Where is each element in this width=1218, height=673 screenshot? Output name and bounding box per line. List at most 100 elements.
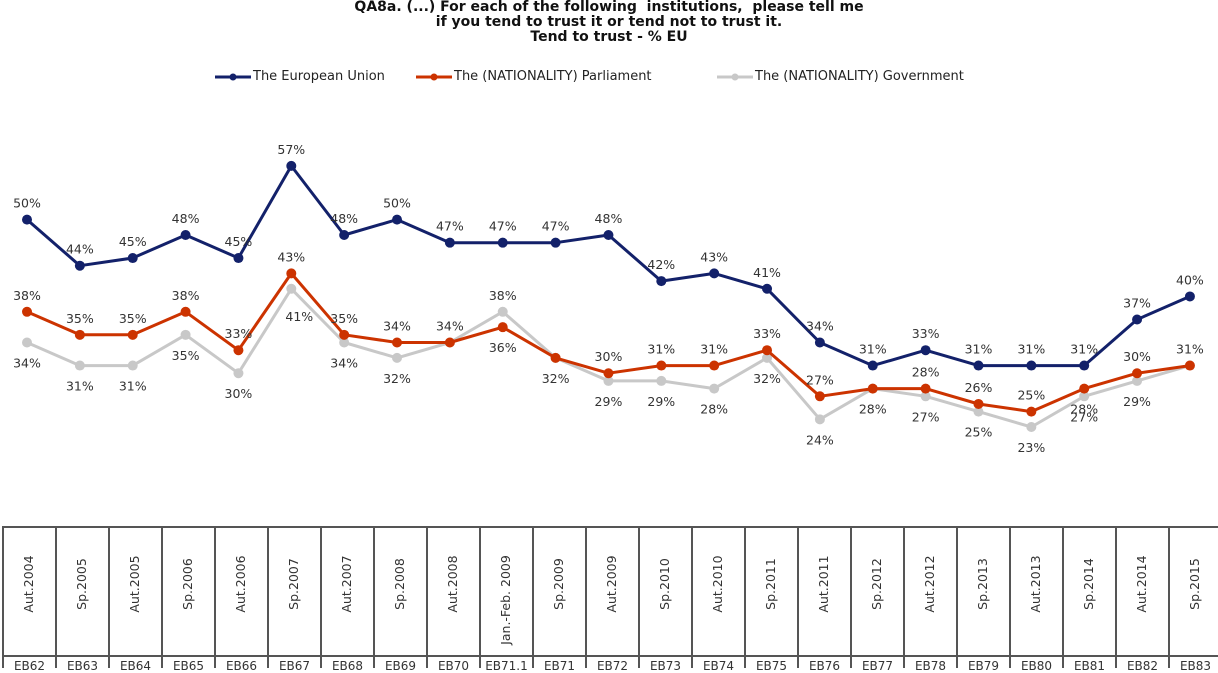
survey-code-label: EB69	[375, 655, 426, 673]
data-label-government: 23%	[1017, 440, 1045, 455]
data-label-government: 24%	[806, 432, 834, 447]
data-point-government	[1132, 375, 1143, 386]
period-label: Sp.2015	[1186, 558, 1202, 610]
period-column: Sp.2011 EB75	[746, 528, 799, 673]
data-point-government	[709, 383, 720, 394]
period-column: Sp.2013 EB79	[958, 528, 1011, 673]
period-label: Aut.2009	[603, 555, 619, 613]
data-label-government: 38%	[489, 288, 517, 303]
data-label-eu: 50%	[13, 196, 41, 211]
data-label-eu: 57%	[277, 142, 305, 157]
period-column: Sp.2010 EB73	[640, 528, 693, 673]
data-label-parliament: 36%	[489, 340, 517, 355]
period-column: Sp.2005 EB63	[57, 528, 110, 673]
data-label-government: 28%	[700, 402, 728, 417]
survey-code-label: EB67	[269, 655, 320, 673]
data-point-parliament	[233, 345, 244, 356]
data-point-eu	[180, 230, 191, 240]
data-label-government: 27%	[912, 409, 940, 424]
data-label-parliament: 30%	[595, 349, 623, 364]
survey-code-label: EB82	[1117, 655, 1168, 673]
period-label: Sp.2008	[391, 558, 407, 610]
data-point-government	[233, 368, 244, 379]
data-label-eu: 48%	[595, 211, 623, 226]
data-point-parliament	[920, 383, 931, 394]
data-point-parliament	[550, 352, 561, 363]
data-point-eu	[920, 345, 931, 356]
legend-item-parliament: The (NATIONALITY) Parliament	[416, 69, 652, 84]
data-point-government	[74, 360, 85, 371]
period-label: Sp.2005	[73, 558, 89, 610]
data-label-government: 25%	[965, 425, 993, 440]
survey-code-label: EB81	[1064, 655, 1115, 673]
period-label: Aut.2014	[1133, 555, 1149, 613]
data-label-government: 32%	[753, 371, 781, 386]
data-label-parliament: 35%	[330, 311, 358, 326]
period-label: Sp.2007	[285, 558, 301, 610]
period-label: Sp.2012	[868, 558, 884, 610]
data-label-government: 34%	[436, 319, 464, 334]
data-point-eu	[497, 237, 508, 248]
data-point-government	[180, 329, 191, 340]
data-label-parliament: 28%	[912, 365, 940, 380]
period-column: Sp.2015 EB83	[1170, 528, 1218, 673]
data-label-parliament: 26%	[965, 380, 993, 395]
data-point-eu	[444, 237, 455, 248]
period-column: Sp.2009 EB71	[534, 528, 587, 673]
period-column: Aut.2013 EB80	[1011, 528, 1064, 673]
survey-code-label: EB71.1	[481, 655, 532, 673]
data-label-eu: 40%	[1176, 272, 1204, 287]
data-point-parliament	[392, 337, 403, 348]
data-label-government: 32%	[383, 371, 411, 386]
survey-code-label: EB79	[958, 655, 1009, 673]
data-label-eu: 31%	[1017, 342, 1045, 357]
data-label-government: 27%	[1070, 409, 1098, 424]
period-column: Sp.2012 EB77	[852, 528, 905, 673]
series-government	[22, 283, 1195, 432]
data-label-government: 29%	[647, 394, 675, 409]
chart-title-line-2: if you tend to trust it or tend not to t…	[435, 14, 783, 30]
legend-item-government: The (NATIONALITY) Government	[717, 69, 964, 84]
data-point-government	[127, 360, 138, 371]
data-point-government	[497, 306, 508, 317]
data-point-government	[920, 391, 931, 402]
chart-legend: The European Union The (NATIONALITY) Par…	[0, 69, 1218, 87]
data-point-eu	[1026, 360, 1037, 371]
data-label-parliament: 33%	[225, 326, 253, 341]
data-point-parliament	[1184, 360, 1195, 371]
series-line-parliament	[26, 271, 1191, 414]
survey-code-label: EB78	[905, 655, 956, 673]
period-label: Sp.2011	[762, 558, 778, 610]
data-point-parliament	[74, 329, 85, 340]
period-label: Aut.2008	[444, 555, 460, 613]
period-label: Sp.2013	[974, 558, 990, 610]
data-point-government	[814, 414, 825, 425]
data-label-government: 30%	[225, 386, 253, 401]
data-label-eu: 45%	[119, 234, 147, 249]
data-label-eu: 31%	[965, 342, 993, 357]
line-chart-plot: 50% 44% 45% 48% 45% 57% 48% 50% 47% 47% 47% 48% 42% 4…	[13, 142, 1204, 455]
period-column: Aut.2012 EB78	[905, 528, 958, 673]
period-label: Aut.2007	[338, 555, 354, 613]
data-label-eu: 31%	[1070, 342, 1098, 357]
period-column: Aut.2008 EB70	[428, 528, 481, 673]
survey-code-label: EB71	[534, 655, 585, 673]
data-point-government	[762, 352, 773, 363]
data-point-eu	[603, 230, 614, 240]
data-point-eu	[550, 237, 561, 248]
data-label-parliament: 31%	[647, 342, 675, 357]
data-label-parliament: 35%	[119, 311, 147, 326]
survey-code-label: EB62	[4, 655, 55, 673]
data-point-eu	[867, 360, 878, 371]
period-label: Aut.2005	[126, 555, 142, 613]
data-point-eu	[762, 283, 773, 294]
data-point-parliament	[339, 329, 350, 340]
period-label: Sp.2006	[179, 558, 195, 610]
data-point-parliament	[497, 322, 508, 333]
survey-code-label: EB66	[216, 655, 267, 673]
period-column: Sp.2008 EB69	[375, 528, 428, 673]
data-label-government: 29%	[1123, 394, 1151, 409]
data-point-eu	[656, 276, 667, 287]
data-label-parliament: 33%	[753, 326, 781, 341]
period-label: Jan.-Feb. 2009	[497, 555, 513, 645]
